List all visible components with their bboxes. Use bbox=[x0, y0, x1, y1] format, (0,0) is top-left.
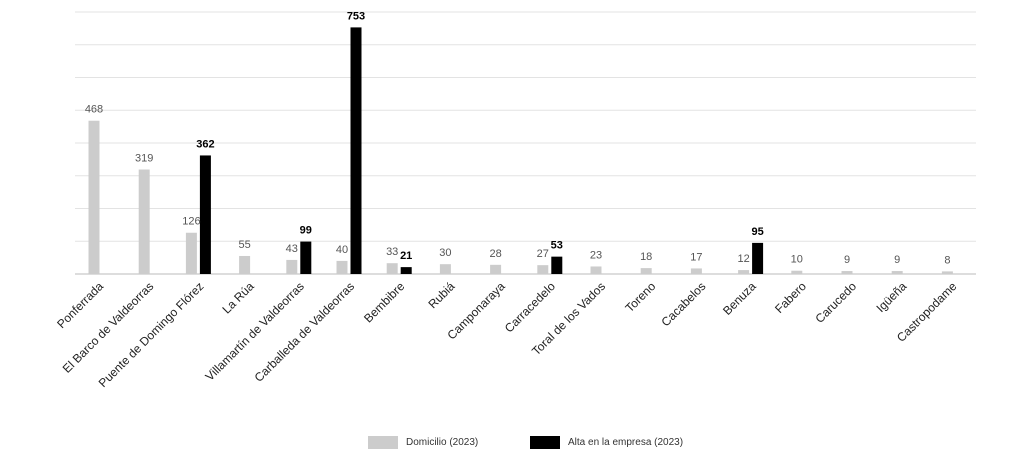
legend-label-alta: Alta en la empresa (2023) bbox=[568, 437, 684, 448]
data-label-alta: 362 bbox=[196, 138, 214, 150]
bar-alta bbox=[300, 241, 312, 274]
legend-swatch-domicilio bbox=[368, 436, 398, 449]
bar-domicilio bbox=[738, 270, 750, 274]
data-label-alta: 21 bbox=[400, 250, 412, 262]
data-label-domicilio: 40 bbox=[336, 244, 348, 256]
bar-alta bbox=[350, 27, 362, 274]
data-label-alta: 753 bbox=[347, 10, 365, 22]
data-label-domicilio: 8 bbox=[944, 254, 950, 266]
bar-domicilio bbox=[640, 268, 652, 274]
data-label-domicilio: 27 bbox=[537, 248, 549, 260]
bar-alta bbox=[400, 267, 412, 274]
data-label-domicilio: 28 bbox=[489, 248, 501, 260]
bar-domicilio bbox=[286, 259, 298, 274]
legend-item-domicilio: Domicilio (2023) bbox=[368, 436, 478, 449]
bar-domicilio bbox=[590, 266, 602, 274]
bar-domicilio bbox=[891, 271, 903, 274]
data-label-domicilio: 9 bbox=[844, 254, 850, 266]
data-label-alta: 99 bbox=[300, 225, 312, 237]
data-label-domicilio: 17 bbox=[690, 251, 702, 263]
legend-label-domicilio: Domicilio (2023) bbox=[406, 437, 479, 448]
gridlines bbox=[75, 11, 976, 275]
bar-domicilio bbox=[336, 260, 348, 274]
legend-item-alta: Alta en la empresa (2023) bbox=[530, 436, 683, 449]
bar-domicilio bbox=[490, 264, 502, 274]
bar-domicilio bbox=[386, 263, 398, 274]
data-label-domicilio: 55 bbox=[238, 239, 250, 251]
data-label-alta: 53 bbox=[551, 240, 563, 252]
x-tick-label: Fabero bbox=[772, 279, 809, 316]
x-tick-label: Carucedo bbox=[812, 279, 859, 326]
bar-domicilio bbox=[185, 232, 197, 274]
x-tick-label: Igüeña bbox=[873, 279, 909, 315]
bar-domicilio bbox=[439, 264, 451, 274]
data-label-domicilio: 319 bbox=[135, 153, 153, 165]
bar-domicilio bbox=[941, 271, 953, 274]
x-tick-label: Benuza bbox=[720, 279, 759, 318]
data-label-domicilio: 43 bbox=[286, 243, 298, 255]
bar-domicilio bbox=[239, 255, 251, 274]
data-label-domicilio: 12 bbox=[737, 253, 749, 265]
data-label-domicilio: 126 bbox=[182, 216, 200, 228]
bar-domicilio bbox=[791, 270, 803, 274]
legend-swatch-alta bbox=[530, 436, 560, 449]
x-tick-label: La Rúa bbox=[219, 279, 256, 316]
x-tick-label: Rubiá bbox=[425, 279, 457, 311]
x-tick-label: Villamartín de Valdeorras bbox=[203, 279, 307, 383]
legend: Domicilio (2023) Alta en la empresa (202… bbox=[0, 436, 1024, 452]
x-tick-label: Carballeda de Valdeorras bbox=[252, 279, 358, 385]
x-tick-label: Cacabelos bbox=[659, 279, 709, 329]
data-label-domicilio: 468 bbox=[85, 104, 103, 116]
x-tick-label: El Barco de Valdeorras bbox=[60, 279, 157, 376]
data-label-domicilio: 18 bbox=[640, 251, 652, 263]
bar-domicilio bbox=[537, 265, 549, 274]
bars bbox=[88, 27, 953, 274]
bar-domicilio bbox=[690, 268, 702, 274]
x-tick-label: Toreno bbox=[622, 279, 658, 315]
bar-alta bbox=[199, 155, 211, 274]
bar-alta bbox=[551, 256, 563, 274]
data-label-domicilio: 30 bbox=[439, 247, 451, 259]
data-label-domicilio: 23 bbox=[590, 249, 602, 261]
x-tick-label: Puente de Domingo Flórez bbox=[96, 279, 207, 390]
data-label-domicilio: 10 bbox=[791, 254, 803, 266]
bar-domicilio bbox=[88, 120, 100, 274]
bar-alta bbox=[752, 242, 764, 274]
bar-domicilio bbox=[138, 169, 150, 274]
data-label-alta: 95 bbox=[751, 226, 763, 238]
x-tick-label: Ponferrada bbox=[54, 279, 106, 331]
x-tick-label: Bembibre bbox=[361, 279, 407, 325]
bar-domicilio bbox=[841, 271, 853, 274]
data-label-domicilio: 33 bbox=[386, 246, 398, 258]
data-label-domicilio: 9 bbox=[894, 254, 900, 266]
